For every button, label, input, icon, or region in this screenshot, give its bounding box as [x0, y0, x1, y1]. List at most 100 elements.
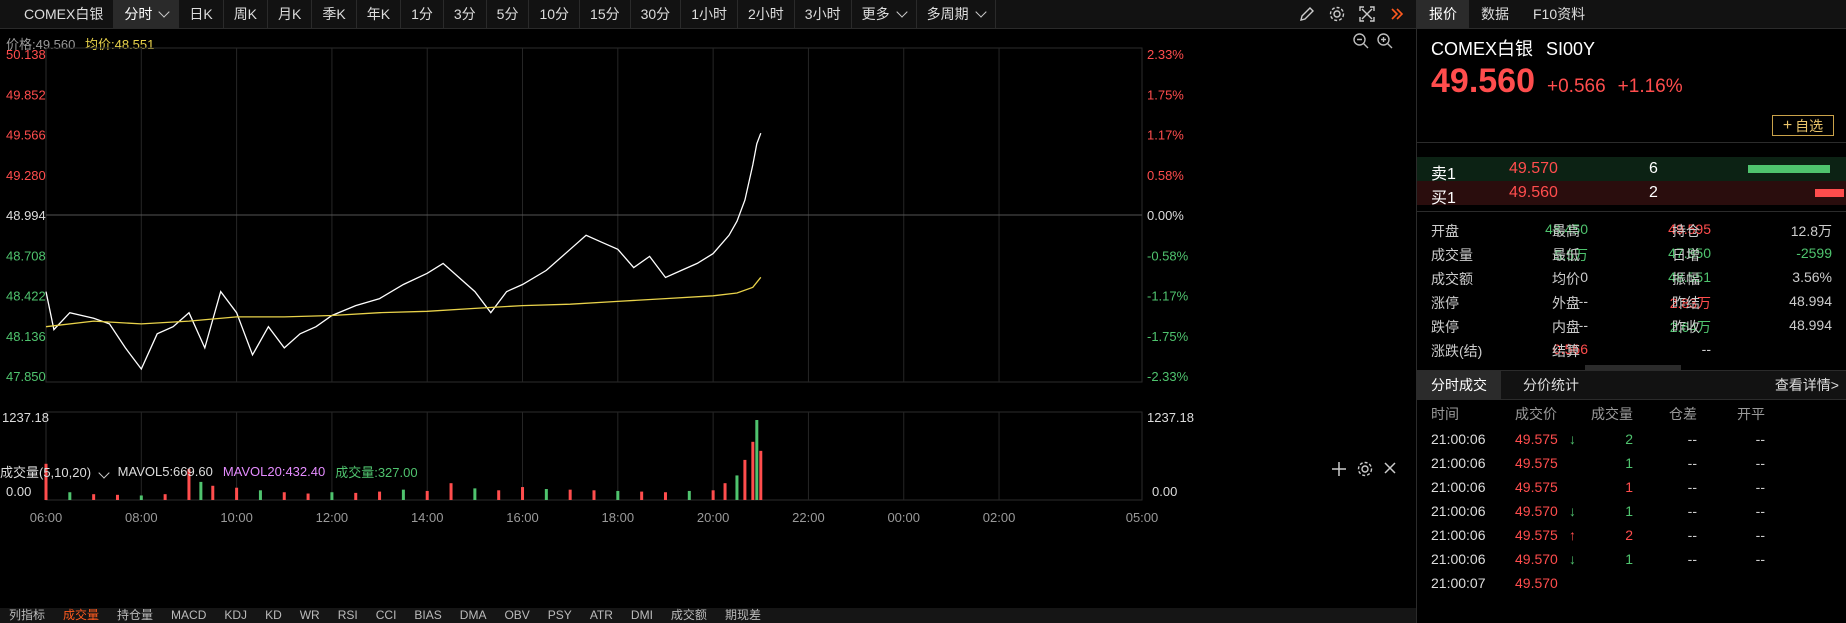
- zoom-in-icon[interactable]: [1376, 32, 1394, 55]
- stat-value: 47.850: [1668, 245, 1711, 261]
- period-tab-label: 3小时: [804, 6, 841, 22]
- indicator-settings-icon[interactable]: [1356, 460, 1374, 483]
- panel-resize-handle[interactable]: [1585, 365, 1681, 370]
- volume-bar: [92, 494, 96, 500]
- indicator-tab-11[interactable]: OBV: [504, 608, 530, 622]
- tick-open-close: --: [1755, 455, 1765, 471]
- price-chart[interactable]: 50.138 2.33% 49.852 1.75% 49.566 1.17% 49.280 0…: [0, 0, 1416, 623]
- tick-price: 49.575: [1515, 527, 1558, 543]
- period-tab-5[interactable]: 年K: [357, 0, 402, 28]
- period-tab-label: 分时: [124, 6, 153, 22]
- add-indicator-icon[interactable]: [1330, 460, 1348, 483]
- period-tab-9[interactable]: 10分: [529, 0, 581, 28]
- tick-qty: 2: [1625, 527, 1633, 543]
- quote-tab-2[interactable]: F10资料: [1533, 6, 1586, 22]
- indicator-tab-6[interactable]: WR: [299, 608, 320, 622]
- tick-qty: 1: [1625, 455, 1633, 471]
- period-tab-label: 1分: [411, 6, 433, 22]
- pct-y-tick: -1.75%: [1147, 329, 1189, 344]
- volume-bar: [663, 492, 667, 500]
- ticks-header-2: 成交量: [1591, 406, 1633, 422]
- indicator-tab-15[interactable]: 成交额: [670, 608, 707, 622]
- zoom-out-icon[interactable]: [1352, 32, 1370, 55]
- tick-row: 21:00:07 49.570: [1417, 572, 1846, 600]
- period-tab-11[interactable]: 30分: [631, 0, 682, 28]
- x-tick: 02:00: [983, 510, 1016, 525]
- volume-bar: [330, 492, 334, 500]
- volume-legend: 成交量(5,10,20) MAVOL5:669.60 MAVOL20:432.4…: [0, 462, 418, 481]
- period-tab-2[interactable]: 周K: [224, 0, 269, 28]
- indicator-tab-5[interactable]: KD: [265, 608, 282, 622]
- tick-open-close: --: [1755, 551, 1765, 567]
- indicator-tab-4[interactable]: KDJ: [224, 608, 248, 622]
- indicator-tab-12[interactable]: PSY: [547, 608, 572, 622]
- stat-value: 2.83万: [1669, 295, 1711, 311]
- quote-tab-1[interactable]: 数据: [1481, 6, 1509, 22]
- period-tab-0[interactable]: 分时: [114, 0, 180, 28]
- stat-label: 涨跌(结): [1431, 343, 1483, 359]
- ticks-tab-0[interactable]: 分时成交: [1417, 371, 1501, 399]
- stat-label: 昨结: [1672, 295, 1700, 311]
- volume-bar: [449, 483, 453, 500]
- instrument-selector[interactable]: COMEX白银: [0, 0, 115, 28]
- period-tab-label: 日K: [189, 6, 213, 22]
- tick-row: 21:00:06 49.575 1 -- --: [1417, 452, 1846, 480]
- period-tab-12[interactable]: 1小时: [681, 0, 738, 28]
- volume-bar: [711, 490, 715, 500]
- indicator-tab-10[interactable]: DMA: [459, 608, 487, 622]
- stat-value: 48.450: [1545, 221, 1588, 237]
- stat-value: --: [1578, 293, 1588, 309]
- fullscreen-icon[interactable]: [1358, 5, 1376, 23]
- bid-label: 买1: [1431, 190, 1456, 207]
- price-y-tick: 49.566: [6, 128, 46, 143]
- stat-label: 成交量: [1431, 247, 1473, 263]
- period-tab-1[interactable]: 日K: [179, 0, 224, 28]
- indicator-tab-0[interactable]: 列指标: [9, 608, 46, 622]
- quote-tab-0[interactable]: 报价: [1417, 0, 1469, 28]
- period-tab-8[interactable]: 5分: [487, 0, 530, 28]
- period-tab-16[interactable]: 多周期: [917, 0, 996, 28]
- gear-icon[interactable]: [1328, 5, 1346, 23]
- period-tab-3[interactable]: 月K: [268, 0, 313, 28]
- stat-value: 5.5万: [1554, 247, 1588, 263]
- add-watchlist-label: 自选: [1795, 117, 1824, 134]
- add-watchlist-button[interactable]: + 自选: [1772, 115, 1834, 136]
- volume-bar: [306, 493, 310, 500]
- period-tab-14[interactable]: 3小时: [795, 0, 852, 28]
- price-summary: 49.560 +0.566 +1.16%: [1431, 62, 1683, 101]
- volume-bar: [199, 481, 203, 500]
- indicator-tab-1[interactable]: 成交量: [63, 608, 100, 622]
- indicator-tab-8[interactable]: CCI: [375, 608, 397, 622]
- tick-time: 21:00:06: [1431, 479, 1486, 495]
- pencil-icon[interactable]: [1298, 5, 1316, 23]
- period-tab-4[interactable]: 季K: [312, 0, 357, 28]
- volume-indicator-selector[interactable]: 成交量(5,10,20): [0, 462, 110, 481]
- period-tab-15[interactable]: 更多: [852, 0, 917, 28]
- indicator-tab-3[interactable]: MACD: [171, 608, 207, 622]
- period-tab-6[interactable]: 1分: [401, 0, 444, 28]
- x-tick: 12:00: [316, 510, 349, 525]
- tick-oi-diff: --: [1687, 527, 1697, 543]
- volume-bar: [755, 420, 759, 500]
- volume-bar: [44, 463, 48, 500]
- indicator-tab-14[interactable]: DMI: [630, 608, 653, 622]
- indicator-tab-9[interactable]: BIAS: [414, 608, 442, 622]
- period-tab-13[interactable]: 2小时: [738, 0, 795, 28]
- indicator-tab-2[interactable]: 持仓量: [117, 608, 154, 622]
- indicator-tab-13[interactable]: ATR: [589, 608, 613, 622]
- ticks-more-link[interactable]: 查看详情>: [1774, 377, 1839, 393]
- tick-qty: 2: [1625, 431, 1633, 447]
- indicator-tab-16[interactable]: 期现差: [724, 608, 761, 622]
- stat-label: 均价: [1552, 271, 1580, 287]
- collapse-panel-icon[interactable]: [1388, 5, 1406, 23]
- stat-label: 最低: [1552, 247, 1580, 263]
- indicator-tab-7[interactable]: RSI: [337, 608, 358, 622]
- tick-open-close: --: [1755, 527, 1765, 543]
- period-tab-7[interactable]: 3分: [444, 0, 487, 28]
- close-indicator-icon[interactable]: [1382, 460, 1398, 483]
- period-tab-10[interactable]: 15分: [580, 0, 631, 28]
- volume-controls: [1330, 460, 1398, 483]
- indicator-tabs: 列指标 成交量 持仓量 MACD KDJ KD WR RSI CCI BIAS DMA OBV PSY A…: [0, 608, 1416, 623]
- x-tick: 14:00: [411, 510, 444, 525]
- ticks-tab-1[interactable]: 分价统计: [1523, 377, 1579, 393]
